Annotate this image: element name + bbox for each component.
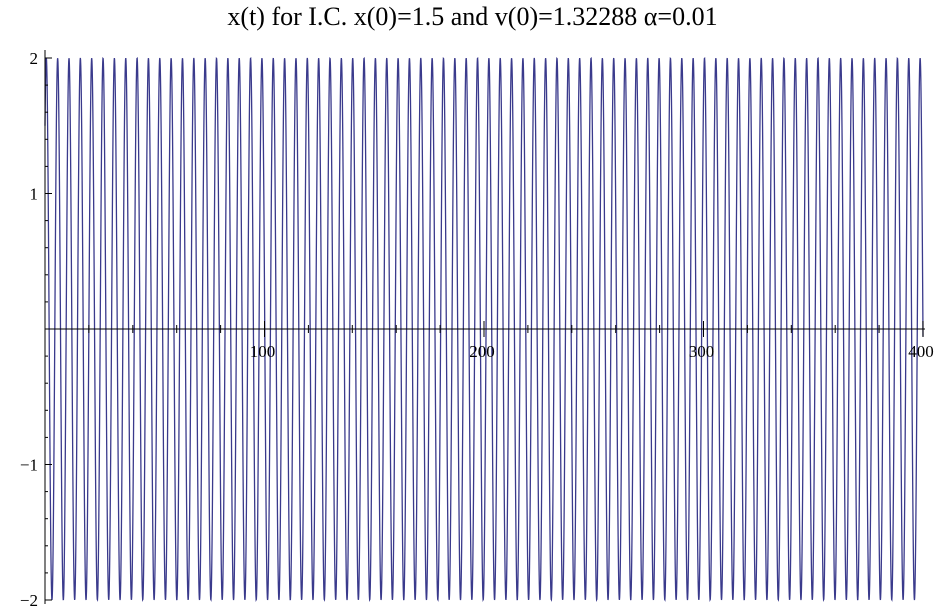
chart-title: x(t) for I.C. x(0)=1.5 and v(0)=1.32288 … (227, 2, 718, 31)
y-tick-label: −2 (20, 591, 38, 608)
x-tick-label: 400 (908, 342, 934, 361)
series-line-0 (44, 56, 924, 603)
x-tick-label: 200 (469, 342, 495, 361)
y-tick-label: 2 (30, 49, 39, 68)
y-tick-label: −1 (20, 456, 38, 475)
axes-layer: 100 200 300 400 2 1 −1 −2 (20, 49, 934, 608)
x-tick-label: 300 (689, 342, 715, 361)
series-layer (44, 56, 924, 603)
y-tick-label: 1 (30, 185, 39, 204)
x-tick-label: 100 (250, 342, 276, 361)
